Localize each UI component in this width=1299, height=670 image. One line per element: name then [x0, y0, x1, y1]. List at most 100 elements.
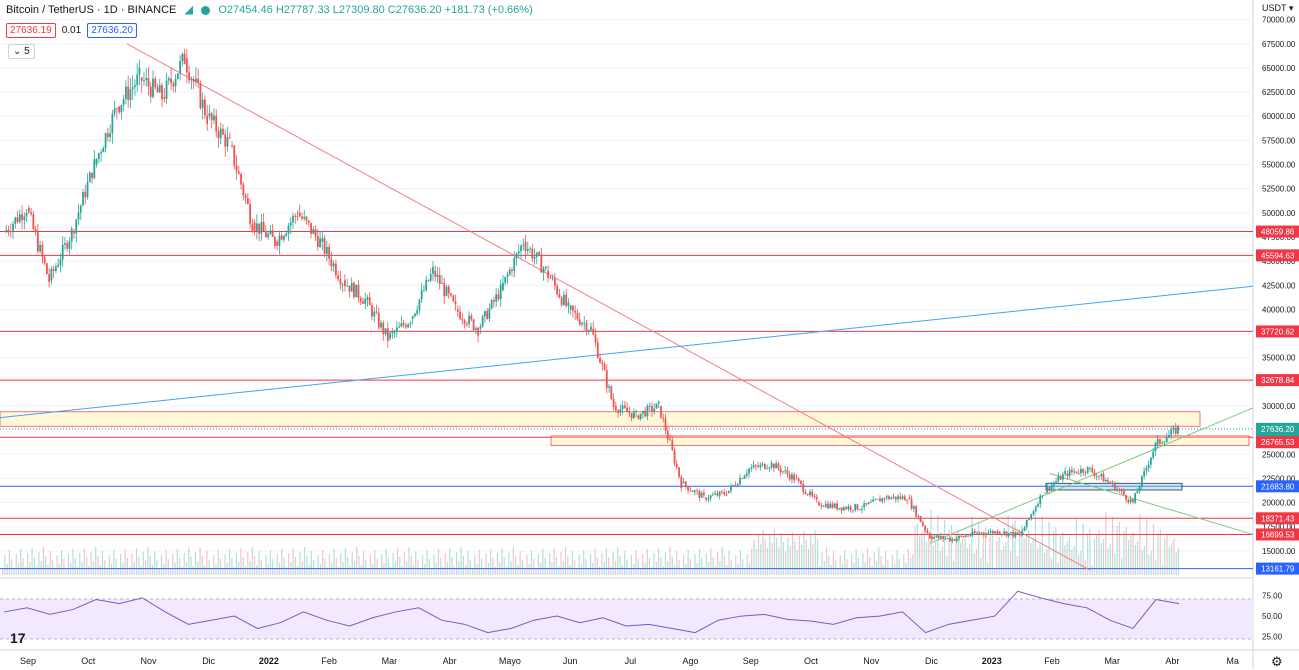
candle-body — [325, 246, 328, 254]
tradingview-logo-icon[interactable]: 17 — [10, 630, 26, 646]
volume-bar — [982, 531, 984, 575]
candle-body — [894, 496, 897, 500]
buy-button[interactable]: 27636.20 — [87, 23, 137, 38]
volume-bar — [773, 529, 775, 575]
volume-bar — [131, 553, 133, 575]
indicators-toggle[interactable]: ⌄ 5 — [8, 44, 35, 59]
candle-body — [529, 248, 531, 250]
volume-bar — [387, 558, 390, 575]
volume-bar — [494, 567, 496, 575]
volume-bar — [549, 553, 551, 575]
candle-body — [976, 532, 978, 534]
candle-body — [294, 215, 297, 217]
volume-bar — [621, 565, 623, 575]
candle-body — [662, 417, 665, 419]
candle-body — [328, 246, 331, 259]
candle-body — [292, 215, 294, 223]
volume-bar — [1007, 515, 1009, 575]
candle-body — [511, 269, 513, 272]
candle-body — [689, 490, 692, 492]
volume-bar — [31, 548, 33, 575]
candle-body — [964, 535, 967, 537]
candle-body — [188, 72, 191, 81]
candle-body — [1057, 476, 1060, 482]
volume-bar — [757, 535, 760, 575]
volume-bar — [821, 552, 823, 575]
candle-body — [1039, 495, 1042, 505]
candle-body — [804, 491, 807, 495]
x-tick-label: Mar — [1104, 656, 1120, 666]
volume-bar — [732, 569, 735, 575]
candle-body — [82, 191, 84, 206]
candle-body — [551, 278, 554, 280]
candle-body — [870, 501, 872, 503]
volume-bar — [612, 552, 614, 575]
sell-button[interactable]: 27636.19 — [6, 23, 56, 38]
x-tick-label: 2022 — [259, 656, 279, 666]
candle-body — [937, 535, 940, 538]
candle-body — [784, 470, 787, 472]
volume-bar — [950, 525, 953, 575]
volume-bar — [1091, 565, 1093, 575]
candle-body — [427, 279, 430, 281]
candle-body — [407, 324, 410, 328]
x-tick-label: Dic — [925, 656, 938, 666]
volume-bar — [830, 565, 832, 575]
volume-bar — [771, 543, 773, 575]
volume-bar — [660, 557, 662, 575]
volume-bar — [1177, 548, 1180, 575]
gear-icon[interactable]: ⚙ — [1271, 654, 1283, 669]
volume-bar — [910, 558, 912, 575]
volume-bar — [1132, 532, 1134, 575]
volume-bar — [247, 552, 249, 575]
volume-bar — [885, 551, 887, 575]
volume-bar — [1173, 539, 1175, 575]
volume-bar — [1137, 541, 1139, 575]
candle-body — [612, 398, 615, 407]
volume-bar — [528, 564, 530, 575]
volume-bar — [222, 568, 224, 575]
volume-bar — [1003, 546, 1005, 575]
candle-body — [1066, 473, 1069, 477]
volume-bar — [737, 564, 739, 575]
volume-bar — [542, 549, 544, 575]
volume-bar — [503, 557, 505, 575]
volume-bar — [97, 556, 99, 575]
volume-bar — [444, 553, 446, 575]
x-tick-label: Feb — [1044, 656, 1060, 666]
candle-body — [768, 467, 771, 469]
candle-body — [490, 300, 493, 309]
candle-body — [1050, 485, 1053, 491]
volume-bar — [249, 561, 251, 575]
volume-bar — [778, 547, 780, 575]
volume-bar — [353, 561, 356, 575]
visibility-icon[interactable] — [184, 5, 194, 15]
candle-body — [813, 495, 816, 497]
volume-bar — [208, 560, 210, 575]
y-tick-label: 45000.00 — [1262, 257, 1296, 266]
candle-body — [809, 491, 811, 496]
volume-bar — [326, 568, 328, 575]
volume-bar — [701, 558, 703, 575]
volume-bar — [567, 556, 569, 575]
volume-bar — [1155, 560, 1157, 575]
volume-bar — [192, 566, 194, 575]
volume-bar — [240, 548, 242, 575]
volume-bar — [1175, 552, 1177, 575]
candle-body — [1016, 532, 1019, 535]
candle-body — [201, 99, 204, 109]
volume-bar — [1159, 529, 1161, 575]
candle-body — [906, 500, 908, 502]
candle-body — [935, 535, 938, 537]
currency-label[interactable]: USDT ▾ — [1262, 3, 1294, 13]
candle-body — [761, 463, 764, 465]
volume-bar — [104, 560, 106, 575]
volume-bar — [816, 539, 819, 575]
candle-body — [296, 216, 299, 218]
volume-bar — [349, 566, 351, 575]
volume-bar — [456, 552, 458, 575]
candle-body — [1059, 476, 1062, 480]
symbol-title[interactable]: Bitcoin / TetherUS · 1D · BINANCE — [6, 4, 177, 16]
candle-body — [648, 405, 651, 407]
